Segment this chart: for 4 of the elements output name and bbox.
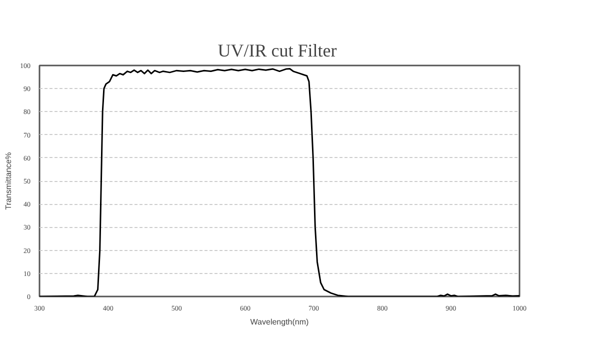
line-series [40,68,520,296]
chart-title: UV/IR cut Filter [218,40,337,60]
x-axis-title: Wavelength(nm) [250,318,310,326]
y-axis-title: Transmittance% [4,152,13,210]
